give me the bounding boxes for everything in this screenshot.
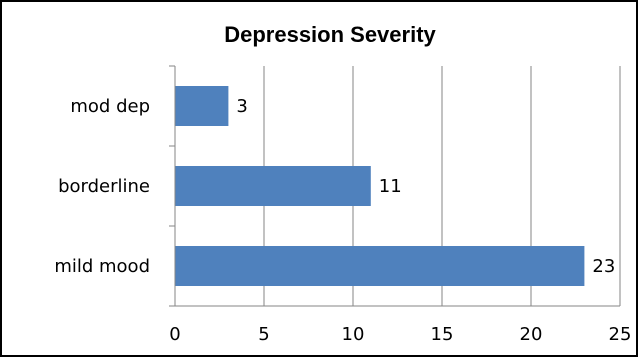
x-tick-labels: 0 5 10 15 20 25 (169, 324, 631, 345)
axes (169, 65, 620, 307)
bars (175, 86, 585, 286)
bar-mild-mood (175, 246, 585, 286)
x-tick-label-15: 15 (431, 324, 454, 345)
x-tick-label-20: 20 (520, 324, 543, 345)
category-label-mild-mood: mild mood (54, 256, 150, 277)
data-label-mild-mood: 23 (592, 256, 615, 277)
category-label-mod-dep: mod dep (70, 96, 150, 117)
bar-mod-dep (175, 86, 229, 126)
data-labels: 23 11 3 (236, 96, 615, 277)
data-label-mod-dep: 3 (236, 96, 247, 117)
category-label-borderline: borderline (58, 176, 150, 197)
x-tick-label-5: 5 (258, 324, 269, 345)
chart-title: Depression Severity (224, 22, 436, 47)
x-tick-label-25: 25 (609, 324, 632, 345)
category-labels: mild mood borderline mod dep (54, 96, 150, 277)
data-label-borderline: 11 (379, 176, 402, 197)
x-tick-label-0: 0 (169, 324, 180, 345)
x-tick-label-10: 10 (342, 324, 365, 345)
bar-borderline (175, 166, 371, 206)
